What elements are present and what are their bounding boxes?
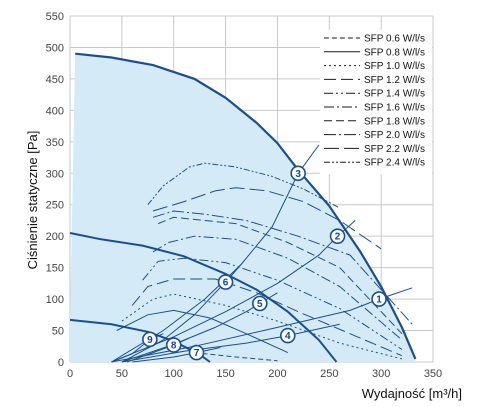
legend-box	[320, 30, 432, 174]
marker-circle	[217, 274, 234, 290]
operating-point-marker: 4	[279, 327, 296, 344]
sfp-curve	[147, 162, 340, 209]
legend-label: SFP 1.0 W/l/s	[364, 61, 425, 72]
y-tick-label: 300	[46, 168, 64, 180]
legend-label: SFP 1.8 W/l/s	[364, 116, 425, 127]
y-tick-label: 250	[46, 200, 64, 212]
marker-circle	[290, 165, 306, 182]
tick-labels: 0 50 100 150 200 250 300 3500501001502002503003…	[46, 11, 443, 380]
sfp-curve	[152, 235, 403, 341]
y-tick-label: 550	[46, 11, 64, 23]
x-tick-label: 50	[116, 368, 128, 380]
legend-label: SFP 2.0 W/l/s	[364, 130, 425, 141]
marker-circle	[142, 331, 158, 348]
sfp-curves	[116, 162, 413, 362]
marker-label: 7	[194, 348, 200, 359]
marker-label: 2	[335, 232, 341, 243]
x-axis-label: Wydajność [m³/h]	[362, 386, 462, 401]
x-tick-label: 100	[165, 368, 183, 380]
marker-circle	[165, 337, 182, 353]
y-tick-label: 150	[46, 263, 64, 275]
marker-circle	[188, 344, 205, 361]
system-curve	[121, 323, 340, 363]
operating-area	[70, 53, 416, 362]
system-curve	[132, 347, 221, 363]
sfp-curve	[116, 309, 289, 354]
sfp-curve	[131, 278, 403, 357]
operating-point-marker: 9	[142, 331, 158, 348]
fan-curve	[69, 232, 338, 363]
marker-label: 5	[257, 299, 263, 310]
marker-circle	[251, 295, 268, 312]
sfp-curve	[152, 210, 413, 325]
sfp-curve	[194, 352, 278, 362]
x-tick-label: 200	[268, 368, 286, 380]
sfp-curve	[158, 216, 403, 335]
y-tick-label: 100	[46, 294, 64, 306]
legend-label: SFP 2.4 W/l/s	[364, 158, 425, 169]
operating-point-marker: 7	[188, 344, 205, 361]
marker-circle	[279, 327, 296, 344]
legend-label: SFP 1.4 W/l/s	[364, 89, 425, 100]
y-tick-label: 0	[58, 357, 64, 369]
marker-label: 3	[295, 169, 301, 180]
marker-circle	[329, 228, 346, 244]
sfp-curve	[142, 257, 403, 350]
system-curve	[126, 337, 190, 363]
marker-label: 4	[285, 331, 291, 342]
x-tick-label: 300	[372, 368, 390, 380]
marker-label: 1	[376, 295, 382, 306]
max-fan-curve	[75, 52, 417, 360]
operating-point-markers: 1 2 3 4 5 6 7 8 9	[142, 165, 387, 361]
legend: SFP 0.6 W/l/s SFP 0.8 W/l/s SFP 1.0 W/l/s S…	[320, 30, 432, 174]
y-tick-label: 450	[46, 74, 64, 86]
operating-point-marker: 1	[371, 291, 387, 307]
x-tick-label: 150	[216, 368, 234, 380]
y-tick-label: 400	[46, 105, 64, 117]
legend-label: SFP 2.2 W/l/s	[364, 144, 425, 155]
y-tick-label: 50	[52, 326, 64, 338]
legend-label: SFP 0.6 W/l/s	[364, 34, 425, 45]
sfp-curve	[152, 187, 382, 250]
y-tick-label: 350	[46, 137, 64, 149]
y-tick-label: 500	[46, 42, 64, 54]
y-tick-label: 200	[46, 231, 64, 243]
operating-area-fill	[70, 53, 416, 362]
marker-circle	[371, 291, 387, 307]
legend-label: SFP 1.6 W/l/s	[364, 103, 425, 114]
x-tick-label: 350	[424, 368, 442, 380]
operating-point-marker: 8	[165, 337, 182, 353]
operating-point-marker: 5	[251, 295, 268, 312]
operating-point-marker: 3	[290, 165, 306, 182]
x-tick-label: 0	[67, 368, 73, 380]
marker-label: 8	[171, 341, 177, 352]
operating-point-marker: 6	[217, 274, 234, 290]
y-axis-label: Ciśnienie statyczne [Pa]	[25, 131, 40, 270]
marker-label: 9	[147, 335, 153, 346]
marker-label: 6	[223, 278, 229, 289]
x-tick-label: 250	[320, 368, 338, 380]
operating-point-marker: 2	[329, 228, 346, 244]
legend-label: SFP 0.8 W/l/s	[364, 47, 425, 58]
legend-label: SFP 1.2 W/l/s	[364, 75, 425, 86]
